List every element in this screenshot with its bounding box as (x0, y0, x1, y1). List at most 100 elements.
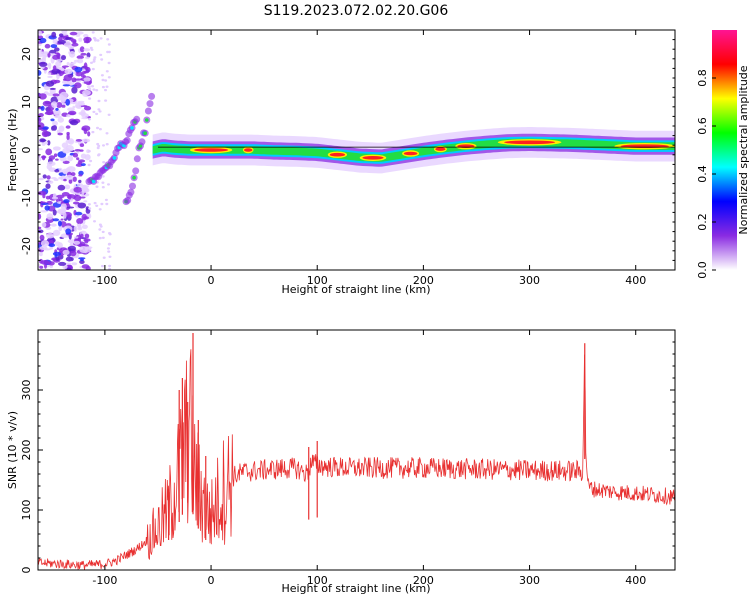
noise-blob (38, 122, 45, 129)
noise-blob (90, 48, 94, 51)
noise-blob (41, 222, 47, 228)
noise-blob (56, 102, 63, 108)
noise-blob (72, 201, 80, 205)
noise-blob (78, 174, 83, 177)
noise-blob (47, 75, 53, 78)
noise-blob (81, 213, 87, 221)
noise-blob (57, 184, 66, 191)
noise-blob (104, 79, 108, 82)
noise-blob (65, 125, 71, 129)
noise-blob (83, 77, 91, 82)
noise-blob (63, 199, 70, 204)
noise-blob (67, 107, 75, 112)
noise-blob (92, 88, 96, 91)
noise-blob (83, 128, 88, 135)
noise-blob (83, 40, 90, 44)
noise-blob (39, 37, 47, 44)
noise-blob (98, 223, 102, 226)
noise-blob (108, 264, 112, 268)
snr-panel: -100 0 100 200 300 400 0 100 200 300 Height of s… (6, 329, 676, 595)
noise-blob (61, 104, 66, 108)
noise-blob (76, 55, 85, 60)
noise-blob (79, 246, 88, 253)
noise-blob (38, 58, 43, 63)
ridge-hotspot (362, 156, 384, 160)
x-tick-label: 100 (307, 274, 328, 287)
noise-blob (45, 80, 55, 87)
noise-blob (108, 267, 112, 270)
noise-blob (57, 210, 63, 214)
noise-blob (97, 144, 101, 148)
noise-blob (104, 99, 108, 102)
noise-blob (67, 155, 73, 162)
noise-blob (92, 110, 96, 114)
noise-blob (39, 265, 44, 269)
noise-blob (73, 225, 78, 232)
noise-blob (87, 150, 91, 153)
track-core (130, 126, 134, 130)
track-blob (148, 92, 156, 100)
snr-line (38, 349, 675, 570)
noise-blob (72, 105, 76, 109)
noise-blob (46, 161, 56, 166)
noise-blob (80, 73, 85, 78)
spectrogram-x-label: Height of straight line (km) (281, 283, 430, 296)
noise-blob (55, 158, 59, 161)
track-core (91, 179, 96, 184)
noise-blob (101, 78, 105, 82)
noise-blob (43, 248, 51, 251)
noise-blob (104, 198, 108, 202)
noise-blob (81, 186, 88, 192)
y-tick-label: 0 (20, 567, 33, 574)
noise-blob (65, 256, 73, 262)
noise-blob (76, 218, 84, 225)
noise-blob (58, 36, 63, 41)
noise-blob (52, 209, 57, 216)
noise-blob (81, 71, 87, 74)
colorbar-tick-label: 0.6 (696, 117, 709, 135)
noise-blob (41, 57, 46, 64)
ridge-hotspot (329, 152, 345, 157)
noise-blob (57, 132, 63, 136)
noise-blob (81, 138, 91, 143)
noise-blob (83, 200, 88, 203)
noise-blob (92, 60, 96, 63)
noise-blob (50, 96, 59, 104)
noise-blob (38, 148, 43, 151)
noise-blob (67, 112, 75, 115)
noise-blob (71, 42, 79, 47)
ridge-hotspot (403, 151, 418, 156)
spectrogram-noise-region (38, 30, 112, 270)
noise-blob (101, 175, 105, 178)
noise-blob (70, 249, 77, 257)
spectrogram-x-ticks: -100 0 100 200 300 400 (92, 30, 646, 287)
snr-y-label: SNR (10 * v/v) (6, 411, 19, 489)
noise-blob (95, 185, 99, 188)
noise-blob (100, 58, 104, 61)
noise-blob (52, 54, 60, 60)
noise-blob (91, 85, 94, 88)
noise-blob (101, 181, 105, 184)
colorbar-tick-label: 0.2 (696, 213, 709, 231)
noise-blob (52, 193, 57, 199)
noise-blob (68, 194, 72, 200)
noise-blob (95, 204, 99, 207)
x-tick-label: 300 (519, 274, 540, 287)
noise-blob (92, 58, 96, 61)
noise-blob (45, 195, 51, 200)
ridge-hotspot (244, 148, 253, 152)
noise-blob (83, 81, 92, 85)
noise-blob (76, 157, 80, 161)
noise-blob (85, 56, 90, 59)
noise-blob (65, 174, 74, 180)
noise-blob (74, 82, 82, 89)
noise-blob (56, 73, 60, 80)
noise-blob (48, 261, 55, 266)
noise-blob (46, 213, 54, 220)
noise-blob (64, 184, 71, 190)
noise-blob (75, 211, 83, 216)
noise-blob (100, 202, 104, 206)
noise-blob (102, 144, 105, 147)
noise-blob (42, 174, 47, 179)
